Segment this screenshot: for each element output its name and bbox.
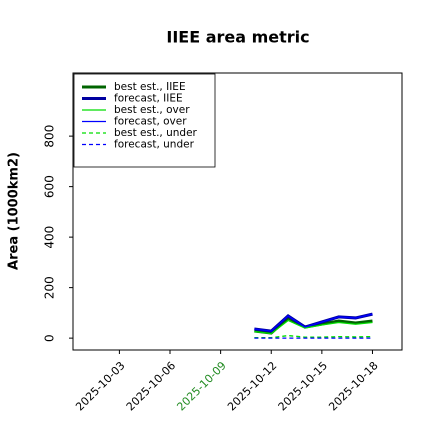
legend-label: forecast, under xyxy=(114,139,195,151)
legend-label: forecast, over xyxy=(114,116,187,128)
legend-label: forecast, IIEE xyxy=(114,93,183,105)
plot-frame xyxy=(72,72,403,351)
x-tick-label: 2025-10-03 xyxy=(73,359,127,413)
chart-title: IIEE area metric xyxy=(166,28,309,47)
y-tick-label: 200 xyxy=(43,276,57,299)
series-line xyxy=(254,334,373,339)
y-tick-label: 800 xyxy=(43,125,57,148)
legend-label: best est., IIEE xyxy=(114,81,186,93)
legend-label: best est., under xyxy=(114,127,198,139)
legend-label: best est., over xyxy=(114,104,190,116)
x-tick-label: 2025-10-18 xyxy=(326,359,380,413)
legend-box xyxy=(73,73,216,168)
y-axis-label: Area (1000km2) xyxy=(7,152,22,270)
series-line xyxy=(254,319,373,335)
y-tick-label: 600 xyxy=(43,175,57,198)
x-tick-label: 2025-10-15 xyxy=(276,359,330,413)
y-tick-label: 400 xyxy=(43,226,57,249)
y-tick-label: 0 xyxy=(43,334,57,342)
x-tick-label: 2025-10-06 xyxy=(124,359,178,413)
x-tick-label: 2025-10-09 xyxy=(174,359,228,413)
series-line xyxy=(254,313,373,332)
x-tick-label: 2025-10-12 xyxy=(225,359,279,413)
